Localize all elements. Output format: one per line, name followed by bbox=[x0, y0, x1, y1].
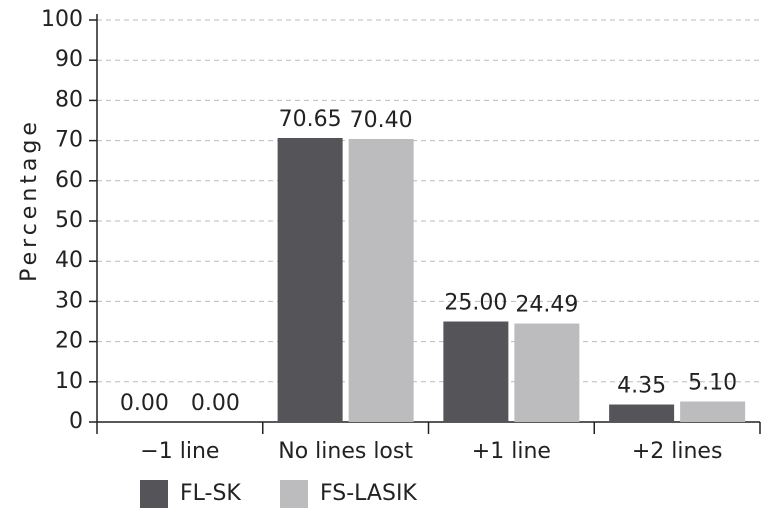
y-tick-label: 50 bbox=[55, 208, 83, 233]
data-label: 4.35 bbox=[617, 374, 666, 399]
data-label: 24.49 bbox=[515, 293, 578, 318]
y-axis-label: Percentage bbox=[17, 118, 42, 282]
y-tick-label: 10 bbox=[55, 369, 83, 394]
x-tick-label: +2 lines bbox=[632, 439, 723, 464]
bar bbox=[348, 138, 414, 422]
y-tick-label: 80 bbox=[55, 87, 83, 112]
y-tick-label: 40 bbox=[55, 248, 83, 273]
bar bbox=[514, 323, 580, 422]
y-tick-label: 70 bbox=[55, 128, 83, 153]
bar bbox=[277, 137, 343, 422]
bar bbox=[680, 401, 746, 422]
y-tick-label: 100 bbox=[41, 7, 83, 32]
legend-label: FL-SK bbox=[180, 481, 241, 506]
x-tick-label: No lines lost bbox=[278, 439, 413, 464]
y-tick-label: 30 bbox=[55, 288, 83, 313]
legend-swatch bbox=[280, 480, 308, 508]
data-label: 70.40 bbox=[350, 108, 413, 133]
legend-label: FS-LASIK bbox=[320, 481, 417, 506]
data-label: 5.10 bbox=[688, 370, 737, 395]
data-label: 0.00 bbox=[120, 391, 169, 416]
data-label: 25.00 bbox=[444, 291, 507, 316]
y-tick-label: 60 bbox=[55, 168, 83, 193]
legend-swatch bbox=[140, 480, 168, 508]
data-label: 0.00 bbox=[191, 391, 240, 416]
bar bbox=[443, 321, 509, 422]
x-tick-label: −1 line bbox=[140, 439, 219, 464]
bar bbox=[609, 404, 675, 422]
x-tick-label: +1 line bbox=[472, 439, 551, 464]
data-label: 70.65 bbox=[279, 107, 342, 132]
y-tick-label: 20 bbox=[55, 329, 83, 354]
y-tick-label: 0 bbox=[69, 409, 83, 434]
y-tick-label: 90 bbox=[55, 47, 83, 72]
